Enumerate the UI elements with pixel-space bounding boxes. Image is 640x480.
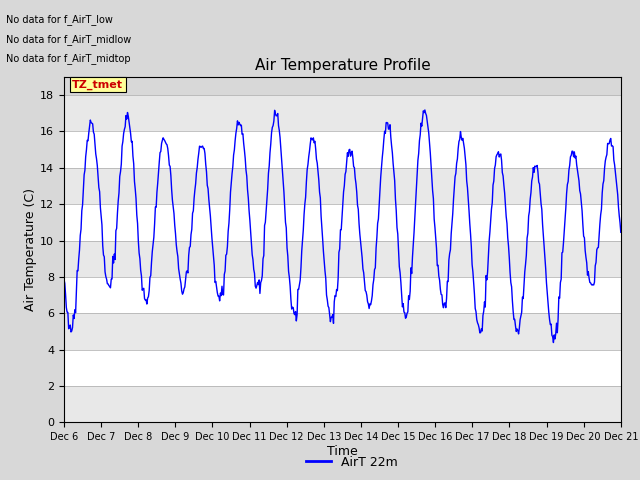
- Y-axis label: Air Temperature (C): Air Temperature (C): [24, 188, 37, 311]
- Bar: [64, 240, 621, 277]
- Bar: [64, 168, 621, 204]
- Text: No data for f_AirT_midtop: No data for f_AirT_midtop: [6, 53, 131, 64]
- Title: Air Temperature Profile: Air Temperature Profile: [255, 58, 430, 73]
- Text: TZ_tmet: TZ_tmet: [72, 80, 124, 90]
- Legend: AirT 22m: AirT 22m: [301, 451, 403, 474]
- Bar: [64, 313, 621, 349]
- Bar: [64, 386, 621, 422]
- Bar: [64, 277, 621, 313]
- Text: No data for f_AirT_low: No data for f_AirT_low: [6, 14, 113, 25]
- X-axis label: Time: Time: [327, 445, 358, 458]
- Bar: [64, 204, 621, 240]
- Text: No data for f_AirT_midlow: No data for f_AirT_midlow: [6, 34, 132, 45]
- Bar: [64, 349, 621, 386]
- Bar: [64, 132, 621, 168]
- Bar: [64, 95, 621, 132]
